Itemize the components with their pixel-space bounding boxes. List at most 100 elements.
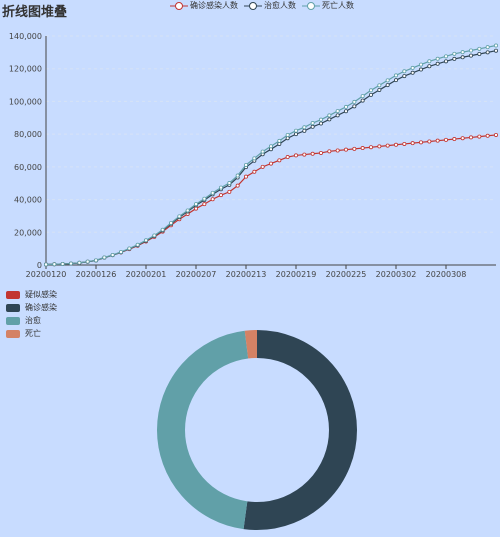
legend-item-suspected[interactable]: 疑似感染 xyxy=(6,288,57,301)
data-point xyxy=(485,45,490,50)
data-point xyxy=(435,61,440,66)
legend-item-dead-pie[interactable]: 死亡 xyxy=(6,327,57,340)
data-point xyxy=(210,197,215,202)
legend-swatch xyxy=(6,290,20,299)
data-point xyxy=(252,169,257,174)
data-point xyxy=(477,51,482,56)
data-point xyxy=(377,87,382,92)
data-point xyxy=(343,104,348,109)
legend-label: 确诊感染 xyxy=(25,303,57,312)
legend-label: 死亡 xyxy=(25,329,41,338)
data-point xyxy=(302,152,307,157)
data-point xyxy=(452,56,457,61)
data-point xyxy=(360,98,365,103)
data-point xyxy=(335,113,340,118)
data-point xyxy=(310,124,315,129)
data-point xyxy=(135,242,140,247)
data-point xyxy=(368,145,373,150)
y-tick-label: 100,000 xyxy=(9,97,42,106)
x-tick-label: 20200225 xyxy=(326,270,367,279)
x-tick-label: 20200207 xyxy=(176,270,217,279)
data-point xyxy=(318,150,323,155)
data-point xyxy=(227,181,232,186)
data-point xyxy=(202,196,207,201)
x-tick-label: 20200201 xyxy=(126,270,167,279)
data-point xyxy=(443,54,448,59)
data-point xyxy=(310,151,315,156)
y-tick-label: 40,000 xyxy=(14,196,42,205)
data-point xyxy=(285,155,290,160)
y-tick-label: 20,000 xyxy=(14,228,42,237)
data-point xyxy=(352,99,357,104)
data-point xyxy=(260,149,265,154)
data-point xyxy=(485,133,490,138)
pie-slice xyxy=(157,330,357,530)
pie-slice xyxy=(157,330,357,530)
x-tick-label: 20200126 xyxy=(76,270,117,279)
data-point xyxy=(418,140,423,145)
x-tick-label: 20200120 xyxy=(26,270,67,279)
data-point xyxy=(427,139,432,144)
legend-item-confirmed-pie[interactable]: 确诊感染 xyxy=(6,301,57,314)
data-point xyxy=(327,117,332,122)
x-tick-label: 20200219 xyxy=(276,270,317,279)
data-point xyxy=(410,141,415,146)
data-point xyxy=(260,164,265,169)
data-point xyxy=(44,262,49,267)
data-point xyxy=(302,125,307,130)
data-point xyxy=(243,162,248,167)
legend-label: 治愈人数 xyxy=(264,1,296,10)
data-point xyxy=(493,48,498,53)
data-point xyxy=(318,121,323,126)
line-legend: 确诊感染人数 治愈人数 死亡人数 xyxy=(170,0,354,11)
data-point xyxy=(443,137,448,142)
data-point xyxy=(468,48,473,53)
data-point xyxy=(127,246,132,251)
x-tick-label: 20200213 xyxy=(226,270,267,279)
data-point xyxy=(77,260,82,265)
data-point xyxy=(327,113,332,118)
data-point xyxy=(460,55,465,60)
data-point xyxy=(460,50,465,55)
data-point xyxy=(352,146,357,151)
legend-swatch xyxy=(6,329,20,338)
data-point xyxy=(385,143,390,148)
data-point xyxy=(293,128,298,133)
data-point xyxy=(493,132,498,137)
data-point xyxy=(385,83,390,88)
data-point xyxy=(218,185,223,190)
data-point xyxy=(418,67,423,72)
legend-item-dead[interactable]: 死亡人数 xyxy=(302,0,354,11)
data-point xyxy=(60,261,65,266)
pie-legend: 疑似感染 确诊感染 治愈 死亡 xyxy=(6,288,57,340)
data-point xyxy=(402,69,407,74)
data-point xyxy=(418,62,423,67)
data-point xyxy=(152,233,157,238)
y-tick-label: 0 xyxy=(37,261,42,270)
data-point xyxy=(110,252,115,257)
data-point xyxy=(493,43,498,48)
data-point xyxy=(435,138,440,143)
data-point xyxy=(335,148,340,153)
legend-label: 治愈 xyxy=(25,316,41,325)
data-point xyxy=(377,144,382,149)
data-point xyxy=(227,189,232,194)
legend-item-cured[interactable]: 治愈人数 xyxy=(244,0,296,11)
data-point xyxy=(452,51,457,56)
data-point xyxy=(102,255,107,260)
data-point xyxy=(460,136,465,141)
data-point xyxy=(185,208,190,213)
x-tick-label: 20200302 xyxy=(376,270,417,279)
data-point xyxy=(218,193,223,198)
y-tick-label: 60,000 xyxy=(14,163,42,172)
data-point xyxy=(352,104,357,109)
data-point xyxy=(235,183,240,188)
data-point xyxy=(119,249,124,254)
legend-item-cured-pie[interactable]: 治愈 xyxy=(6,314,57,327)
data-point xyxy=(485,50,490,55)
legend-label: 疑似感染 xyxy=(25,290,57,299)
data-point xyxy=(360,94,365,99)
x-tick-label: 20200308 xyxy=(426,270,467,279)
data-point xyxy=(468,53,473,58)
legend-item-confirmed[interactable]: 确诊感染人数 xyxy=(170,0,238,11)
